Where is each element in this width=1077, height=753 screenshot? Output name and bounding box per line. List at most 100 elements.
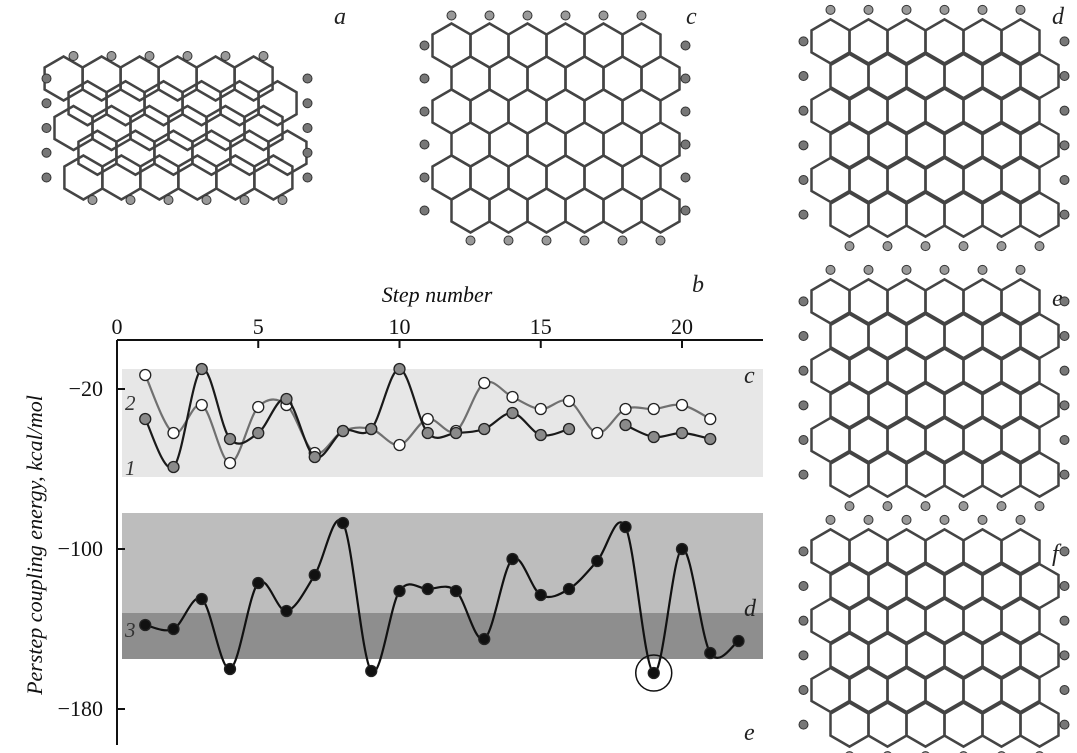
atom bbox=[798, 546, 809, 557]
atom bbox=[41, 147, 52, 158]
series-1-point bbox=[308, 450, 321, 464]
atom bbox=[446, 10, 457, 21]
molecule-f-drawing bbox=[798, 514, 1070, 753]
hexagon-ring bbox=[63, 154, 104, 201]
atom bbox=[41, 123, 52, 133]
atom bbox=[680, 106, 691, 117]
atom bbox=[1059, 71, 1070, 82]
hexagon-ring bbox=[602, 187, 643, 234]
atom bbox=[901, 264, 912, 275]
atom bbox=[939, 514, 950, 525]
atom bbox=[1059, 140, 1070, 151]
hexagon-ring bbox=[640, 187, 681, 234]
hexagon-ring bbox=[191, 129, 232, 176]
hexagon-ring bbox=[115, 129, 156, 176]
atom bbox=[144, 51, 155, 61]
atom bbox=[302, 123, 313, 133]
atom bbox=[798, 71, 809, 82]
series-1-point bbox=[562, 422, 576, 436]
atom bbox=[825, 264, 836, 275]
atom bbox=[996, 501, 1007, 512]
atom bbox=[920, 241, 931, 252]
series-1-point bbox=[139, 412, 152, 426]
hexagon-ring bbox=[829, 191, 870, 238]
series-2-point bbox=[704, 412, 717, 426]
series-3-point bbox=[591, 554, 604, 568]
atom bbox=[239, 195, 250, 205]
atom bbox=[1015, 4, 1026, 15]
series-2-point bbox=[562, 394, 576, 408]
series-1-point bbox=[393, 362, 406, 376]
series-1-point bbox=[223, 432, 237, 446]
atom bbox=[1059, 174, 1070, 185]
series-3-point bbox=[619, 520, 632, 534]
series-2-point bbox=[195, 398, 208, 412]
atom bbox=[503, 235, 514, 246]
hexagon-ring bbox=[81, 55, 122, 102]
atom bbox=[655, 235, 666, 246]
atom bbox=[302, 172, 313, 183]
atom bbox=[302, 73, 313, 84]
series-3-point bbox=[704, 646, 717, 660]
hexagon-ring bbox=[91, 104, 132, 152]
atom bbox=[419, 205, 430, 216]
hexagon-ring bbox=[267, 129, 308, 176]
x-tick-label: 10 bbox=[389, 314, 411, 339]
series-2-point bbox=[167, 426, 180, 440]
series-2-point bbox=[393, 438, 406, 452]
atom bbox=[302, 98, 313, 109]
series-3-point bbox=[478, 632, 491, 646]
x-tick-label: 15 bbox=[530, 314, 552, 339]
atom bbox=[798, 140, 809, 151]
x-tick-label: 5 bbox=[253, 314, 264, 339]
series-1-point bbox=[365, 422, 378, 436]
atom bbox=[302, 147, 313, 158]
x-tick-label: 20 bbox=[671, 314, 693, 339]
series-1-point bbox=[534, 428, 547, 442]
hexagon-ring bbox=[867, 701, 908, 748]
series-1-point bbox=[449, 426, 463, 440]
series-3-point bbox=[336, 516, 350, 530]
molecule-a-drawing bbox=[41, 51, 313, 205]
series-1-label: 1 bbox=[125, 456, 136, 480]
atom bbox=[560, 10, 571, 21]
atom bbox=[1015, 264, 1026, 275]
atom bbox=[798, 581, 809, 592]
hexagon-ring bbox=[905, 701, 946, 748]
hexagon-ring bbox=[181, 80, 222, 127]
series-2-point bbox=[478, 376, 491, 390]
series-3-point bbox=[675, 542, 689, 556]
series-2-point bbox=[421, 412, 434, 426]
x-axis-title: Step number bbox=[382, 282, 493, 307]
atom bbox=[1059, 684, 1070, 695]
series-2-label: 2 bbox=[125, 391, 136, 415]
series-1-point bbox=[252, 426, 265, 440]
atom bbox=[863, 264, 874, 275]
hexagon-ring bbox=[867, 451, 908, 498]
atom bbox=[798, 684, 809, 695]
atom bbox=[1059, 469, 1070, 480]
hexagon-ring bbox=[177, 154, 218, 201]
hexagon-ring bbox=[1019, 191, 1060, 238]
series-1-point bbox=[195, 362, 208, 376]
atom bbox=[419, 73, 430, 84]
series-layer: 2 1 3 bbox=[124, 362, 745, 692]
series-3-point bbox=[308, 568, 321, 582]
molecule-c-drawing bbox=[419, 10, 691, 246]
hexagon-ring bbox=[129, 104, 170, 152]
series-3-point bbox=[195, 592, 208, 606]
band-label-e: e bbox=[744, 720, 755, 746]
atom bbox=[419, 40, 430, 51]
atom bbox=[1059, 331, 1070, 342]
hexagon-ring bbox=[119, 55, 160, 102]
atom bbox=[798, 36, 809, 47]
hexagon-ring bbox=[943, 451, 984, 498]
atom bbox=[798, 105, 809, 116]
series-1-point bbox=[336, 424, 350, 438]
atom bbox=[1059, 434, 1070, 445]
band-c bbox=[122, 369, 763, 477]
series-3-point bbox=[223, 662, 237, 676]
atom bbox=[825, 4, 836, 15]
y-tick-label: −100 bbox=[58, 536, 103, 561]
atom bbox=[465, 235, 476, 246]
